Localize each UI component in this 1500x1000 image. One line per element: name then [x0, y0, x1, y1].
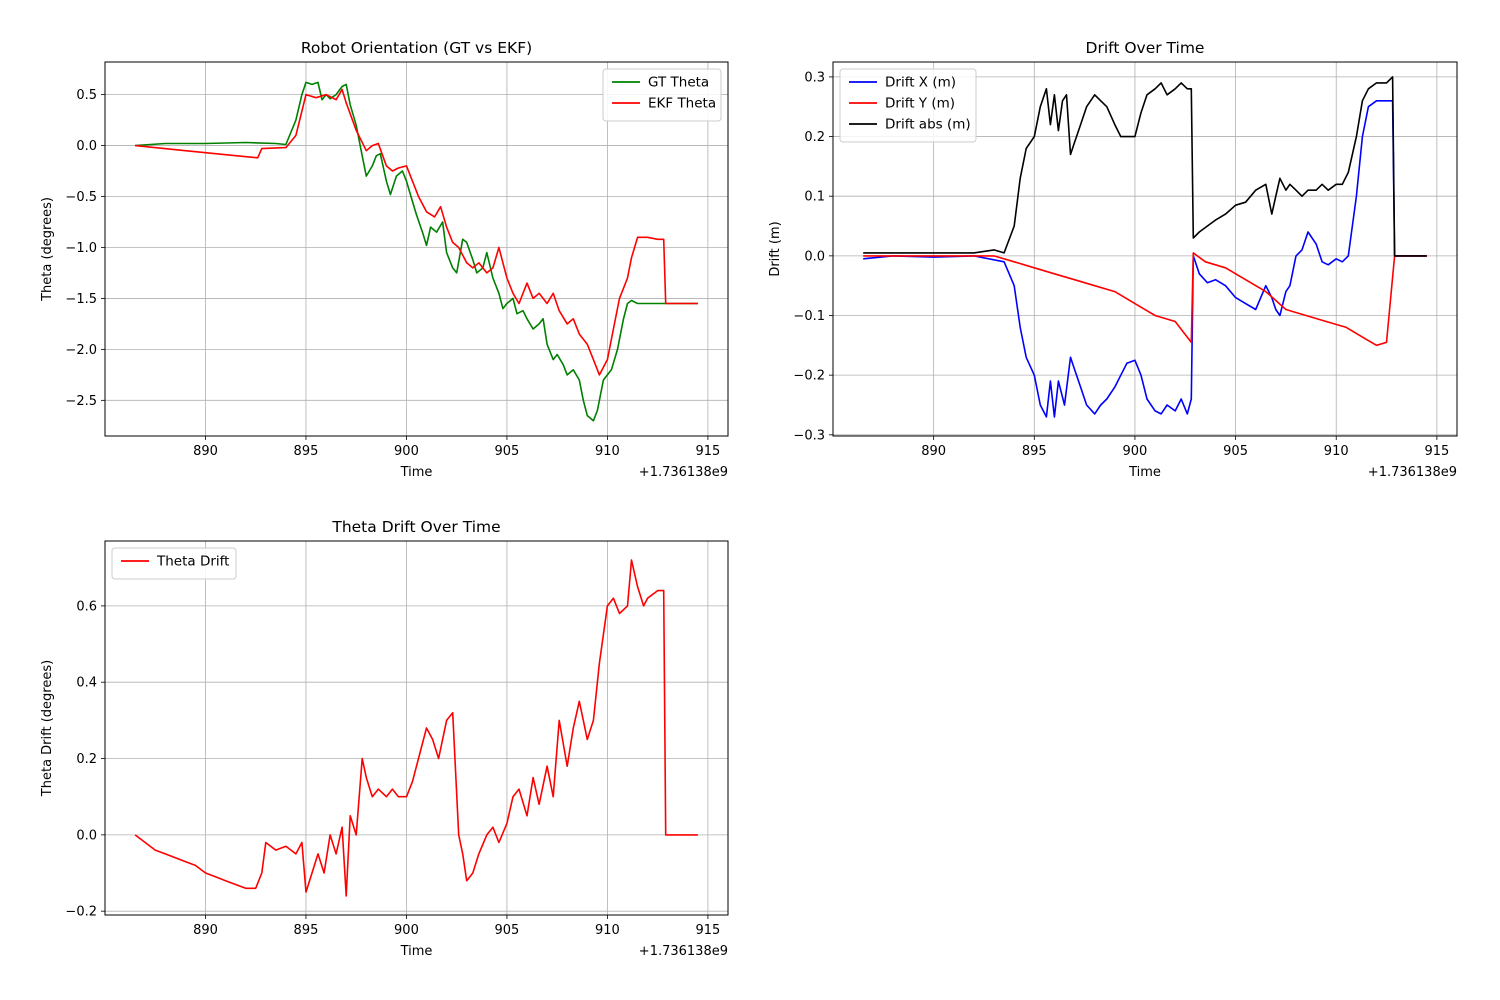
x-tick-label: 915 [695, 923, 720, 938]
x-tick-label: 895 [294, 923, 319, 938]
axes-frame [832, 61, 1458, 437]
x-tick-label: 900 [394, 923, 419, 938]
legend: Drift X (m) Drift Y (m) Drift abs (m) [839, 68, 977, 143]
legend: Theta Drift [111, 547, 237, 580]
y-tick-label: −1.5 [65, 292, 97, 307]
series-line [135, 81, 698, 422]
y-axis-label: Drift (m) [768, 221, 783, 276]
y-tick-label: 0.5 [76, 88, 97, 103]
y-tick-label: 0.1 [804, 190, 825, 205]
legend-label: Drift X (m) [885, 75, 956, 91]
y-tick-label: −0.2 [793, 369, 825, 384]
drift-over-time-chart: 890 895 900 905 910 915 −0.3 −0.2 −0.1 0.0 0.1 0.2 0… [768, 39, 1458, 480]
y-tick-label: 0.0 [804, 249, 825, 264]
x-offset-label: +1.736138e9 [639, 465, 728, 480]
y-tick-label: −0.5 [65, 190, 97, 205]
chart-title: Theta Drift Over Time [331, 518, 500, 536]
series-line [135, 88, 698, 376]
x-tick-label: 910 [595, 923, 620, 938]
x-tick-label: 905 [495, 444, 520, 459]
x-tick-label: 900 [1123, 444, 1148, 459]
x-axis-label: Time [1128, 465, 1161, 480]
y-axis-label: Theta (degrees) [40, 197, 55, 302]
y-tick-label: −0.3 [793, 428, 825, 443]
x-axis-label: Time [400, 944, 433, 959]
y-tick-label: 0.2 [804, 130, 825, 145]
chart-title: Drift Over Time [1086, 39, 1205, 57]
legend-label: Theta Drift [156, 554, 229, 570]
y-tick-label: −1.0 [65, 241, 97, 256]
x-tick-label: 905 [495, 923, 520, 938]
legend-label: Drift Y (m) [885, 96, 955, 112]
legend-label: Drift abs (m) [885, 117, 971, 133]
x-tick-label: 895 [294, 444, 319, 459]
y-tick-label: −2.0 [65, 343, 97, 358]
x-axis-label: Time [400, 465, 433, 480]
x-tick-label: 910 [595, 444, 620, 459]
x-tick-label: 890 [193, 444, 218, 459]
legend: GT Theta EKF Theta [602, 68, 722, 122]
series-line [863, 252, 1427, 347]
x-tick-label: 890 [921, 444, 946, 459]
legend-label: GT Theta [648, 75, 709, 91]
x-offset-label: +1.736138e9 [1368, 465, 1457, 480]
x-tick-label: 895 [1022, 444, 1047, 459]
x-tick-label: 905 [1223, 444, 1248, 459]
y-tick-label: 0.2 [76, 752, 97, 767]
y-tick-label: 0.0 [76, 828, 97, 843]
legend-box [111, 547, 237, 580]
y-axis-label: Theta Drift (degrees) [40, 660, 55, 797]
y-tick-label: −2.5 [65, 394, 97, 409]
series-line [863, 76, 1427, 257]
y-tick-label: 0.6 [76, 599, 97, 614]
x-tick-label: 890 [193, 923, 218, 938]
axes-frame [104, 540, 729, 916]
x-offset-label: +1.736138e9 [639, 944, 728, 959]
x-tick-label: 900 [394, 444, 419, 459]
y-tick-label: 0.4 [76, 676, 97, 691]
theta-drift-chart: 890 895 900 905 910 915 −0.2 0.0 0.2 0.4 0.6 Theta … [40, 518, 729, 959]
y-tick-label: −0.1 [793, 309, 825, 324]
x-tick-label: 915 [695, 444, 720, 459]
y-tick-label: 0.0 [76, 139, 97, 154]
legend-label: EKF Theta [648, 96, 716, 112]
chart-title: Robot Orientation (GT vs EKF) [301, 39, 532, 57]
x-tick-label: 915 [1424, 444, 1449, 459]
robot-orientation-chart: 890 895 900 905 910 915 −2.5 −2.0 −1.5 −1.0 −0.5 0.… [40, 39, 729, 480]
series-line [134, 559, 698, 897]
series-line [863, 100, 1427, 418]
x-tick-label: 910 [1324, 444, 1349, 459]
y-tick-label: −0.2 [65, 905, 97, 920]
axes-frame [104, 61, 729, 437]
y-tick-label: 0.3 [804, 70, 825, 85]
